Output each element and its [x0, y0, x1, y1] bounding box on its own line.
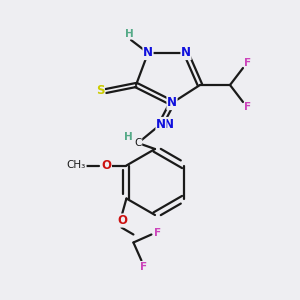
Text: CH₃: CH₃	[67, 160, 86, 170]
Text: F: F	[244, 102, 252, 112]
Text: F: F	[244, 58, 252, 68]
Text: C: C	[134, 138, 142, 148]
Text: N: N	[167, 97, 177, 110]
Text: F: F	[140, 262, 147, 272]
Text: O: O	[117, 214, 128, 227]
Text: F: F	[154, 227, 161, 238]
Text: N: N	[143, 46, 153, 59]
Text: O: O	[101, 159, 111, 172]
Text: H: H	[124, 29, 134, 39]
Text: N: N	[164, 118, 174, 130]
Text: N: N	[181, 46, 191, 59]
Text: S: S	[96, 85, 104, 98]
Text: N: N	[156, 118, 166, 130]
Text: H: H	[124, 132, 132, 142]
